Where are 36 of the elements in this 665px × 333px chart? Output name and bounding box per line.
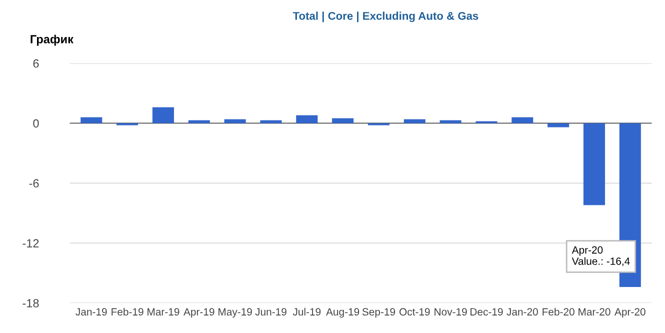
bar [80, 117, 102, 124]
bar [260, 120, 282, 124]
bar [404, 119, 426, 124]
bar [188, 120, 210, 124]
bar [152, 107, 174, 124]
y-tick-label: -18 [22, 299, 39, 308]
x-tick-label: Aug-19 [326, 308, 360, 318]
bar [296, 115, 318, 124]
bar [224, 119, 246, 124]
x-tick-label: Feb-19 [112, 308, 144, 316]
chart-subtitle: Total | Core | Excluding Auto & Gas [292, 12, 478, 22]
x-tick-label: Sep-19 [362, 308, 396, 318]
bar [583, 123, 606, 206]
x-tick-label: Jul-19 [292, 308, 321, 316]
x-tick-label: Apr-19 [184, 308, 214, 318]
bar [332, 118, 354, 124]
y-tick-label: -12 [22, 239, 39, 248]
chart-title: График [30, 34, 74, 46]
annotation: Apr-20 Value.: -16,4 [572, 246, 630, 266]
bar [440, 120, 462, 124]
y-tick-label: -6 [29, 179, 39, 188]
x-tick-label: Dec-19 [470, 308, 503, 316]
x-tick-label: Oct-19 [400, 308, 430, 316]
x-tick-label: Jan-20 [506, 308, 538, 316]
x-tick-label: May-19 [218, 308, 252, 318]
x-tick-label: Nov-19 [434, 308, 467, 316]
x-tick-label: Apr-20 [614, 308, 646, 318]
y-tick-label: 0 [33, 119, 39, 128]
x-tick-label: Jun-19 [255, 308, 286, 316]
x-tick-label: Mar-19 [148, 308, 180, 316]
bar [512, 117, 534, 124]
x-tick-label: Mar-20 [578, 308, 610, 316]
x-tick-label: Jan-19 [76, 308, 107, 316]
x-tick-label: Feb-20 [542, 308, 574, 316]
y-tick-label: 6 [33, 59, 39, 68]
bar [548, 123, 570, 128]
